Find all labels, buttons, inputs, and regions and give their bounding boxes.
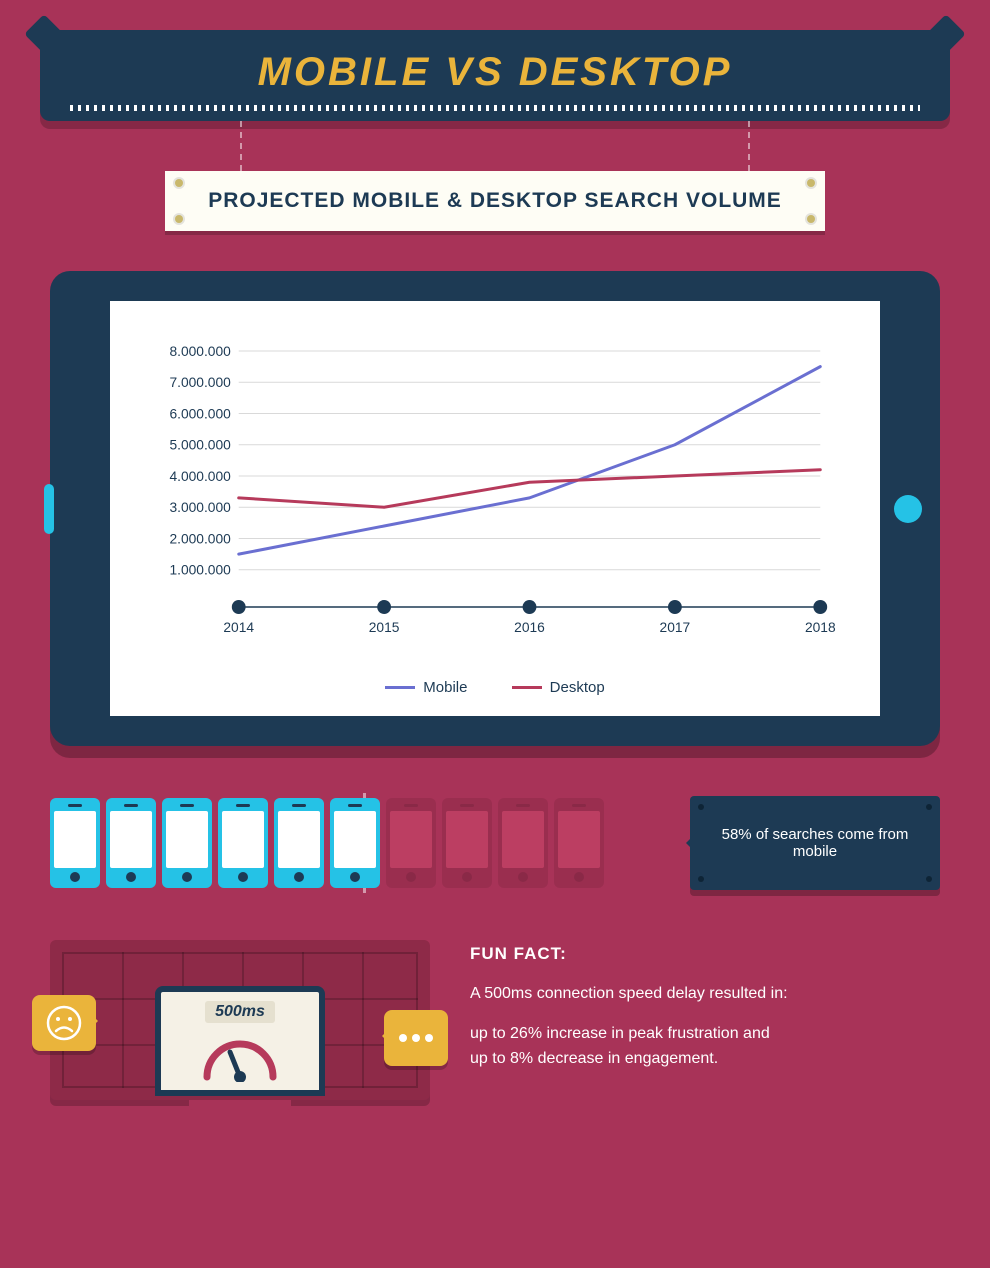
legend-label: Desktop	[550, 679, 605, 696]
fun-fact-section: 500ms FUN FACT: A 500ms connection speed…	[50, 940, 940, 1100]
legend-item-mobile: Mobile	[385, 679, 467, 696]
svg-text:2014: 2014	[223, 619, 254, 635]
tablet-home-button-icon	[894, 495, 922, 523]
phone-icon	[386, 798, 436, 888]
svg-text:2017: 2017	[660, 619, 691, 635]
phone-icon	[442, 798, 492, 888]
laptop-icon: 500ms	[155, 986, 325, 1110]
screw-icon	[926, 804, 932, 810]
screw-icon	[698, 876, 704, 882]
banner-notch	[24, 14, 64, 54]
phone-stat-row: 58% of searches come from mobile	[50, 796, 940, 890]
chart-legend: Mobile Desktop	[150, 676, 840, 696]
screw-icon	[926, 876, 932, 882]
banner-notch	[926, 14, 966, 54]
phone-icon	[498, 798, 548, 888]
phone-icon	[218, 798, 268, 888]
divider	[70, 105, 920, 111]
title-banner: MOBILE VS DESKTOP	[40, 30, 950, 121]
callout-text: 58% of searches come from mobile	[722, 826, 909, 860]
fun-fact-line: up to 26% increase in peak frustration a…	[470, 1025, 770, 1042]
fun-fact-heading: FUN FACT:	[470, 940, 788, 967]
phone-icon	[554, 798, 604, 888]
phone-icon	[106, 798, 156, 888]
phone-icon	[50, 798, 100, 888]
svg-text:2.000.000: 2.000.000	[169, 530, 231, 546]
hanging-strings	[0, 121, 990, 171]
tablet-volume-button-icon	[44, 484, 54, 534]
svg-text:4.000.000: 4.000.000	[169, 468, 231, 484]
tablet-device: 1.000.000 2.000.000 3.000.000 4.000.000 5.00…	[50, 271, 940, 746]
legend-item-desktop: Desktop	[512, 679, 605, 696]
phone-icon	[162, 798, 212, 888]
svg-text:2016: 2016	[514, 619, 545, 635]
fun-fact-line: up to 8% decrease in engagement.	[470, 1050, 718, 1067]
svg-text:5.000.000: 5.000.000	[169, 437, 231, 453]
rivet-icon	[175, 215, 183, 223]
svg-text:8.000.000: 8.000.000	[169, 343, 231, 359]
line-chart: 1.000.000 2.000.000 3.000.000 4.000.000 5.00…	[150, 331, 840, 651]
tablet-screen: 1.000.000 2.000.000 3.000.000 4.000.000 5.00…	[110, 301, 880, 716]
rivet-icon	[175, 179, 183, 187]
svg-text:2018: 2018	[805, 619, 836, 635]
rivet-icon	[807, 179, 815, 187]
svg-text:1.000.000: 1.000.000	[169, 562, 231, 578]
svg-text:3.000.000: 3.000.000	[169, 499, 231, 515]
page-title: MOBILE VS DESKTOP	[70, 50, 920, 95]
rivet-icon	[807, 215, 815, 223]
fun-fact-line: A 500ms connection speed delay resulted …	[470, 981, 788, 1007]
svg-text:2015: 2015	[369, 619, 400, 635]
phone-icon-strip	[50, 798, 604, 888]
gauge-icon	[195, 1027, 285, 1082]
svg-text:6.000.000: 6.000.000	[169, 405, 231, 421]
typing-dots-bubble-icon	[384, 1010, 448, 1066]
stat-callout: 58% of searches come from mobile	[690, 796, 940, 890]
svg-text:7.000.000: 7.000.000	[169, 374, 231, 390]
screw-icon	[698, 804, 704, 810]
legend-label: Mobile	[423, 679, 467, 696]
subtitle-panel: PROJECTED MOBILE & DESKTOP SEARCH VOLUME	[165, 171, 825, 231]
fun-fact-graphic: 500ms	[50, 940, 430, 1100]
subtitle-text: PROJECTED MOBILE & DESKTOP SEARCH VOLUME	[195, 189, 795, 213]
legend-swatch-icon	[385, 686, 415, 689]
phone-icon	[330, 798, 380, 888]
fun-fact-text: FUN FACT: A 500ms connection speed delay…	[470, 940, 788, 1086]
gauge-label: 500ms	[205, 1001, 275, 1023]
sad-face-bubble-icon	[32, 995, 96, 1051]
phone-icon	[274, 798, 324, 888]
legend-swatch-icon	[512, 686, 542, 689]
